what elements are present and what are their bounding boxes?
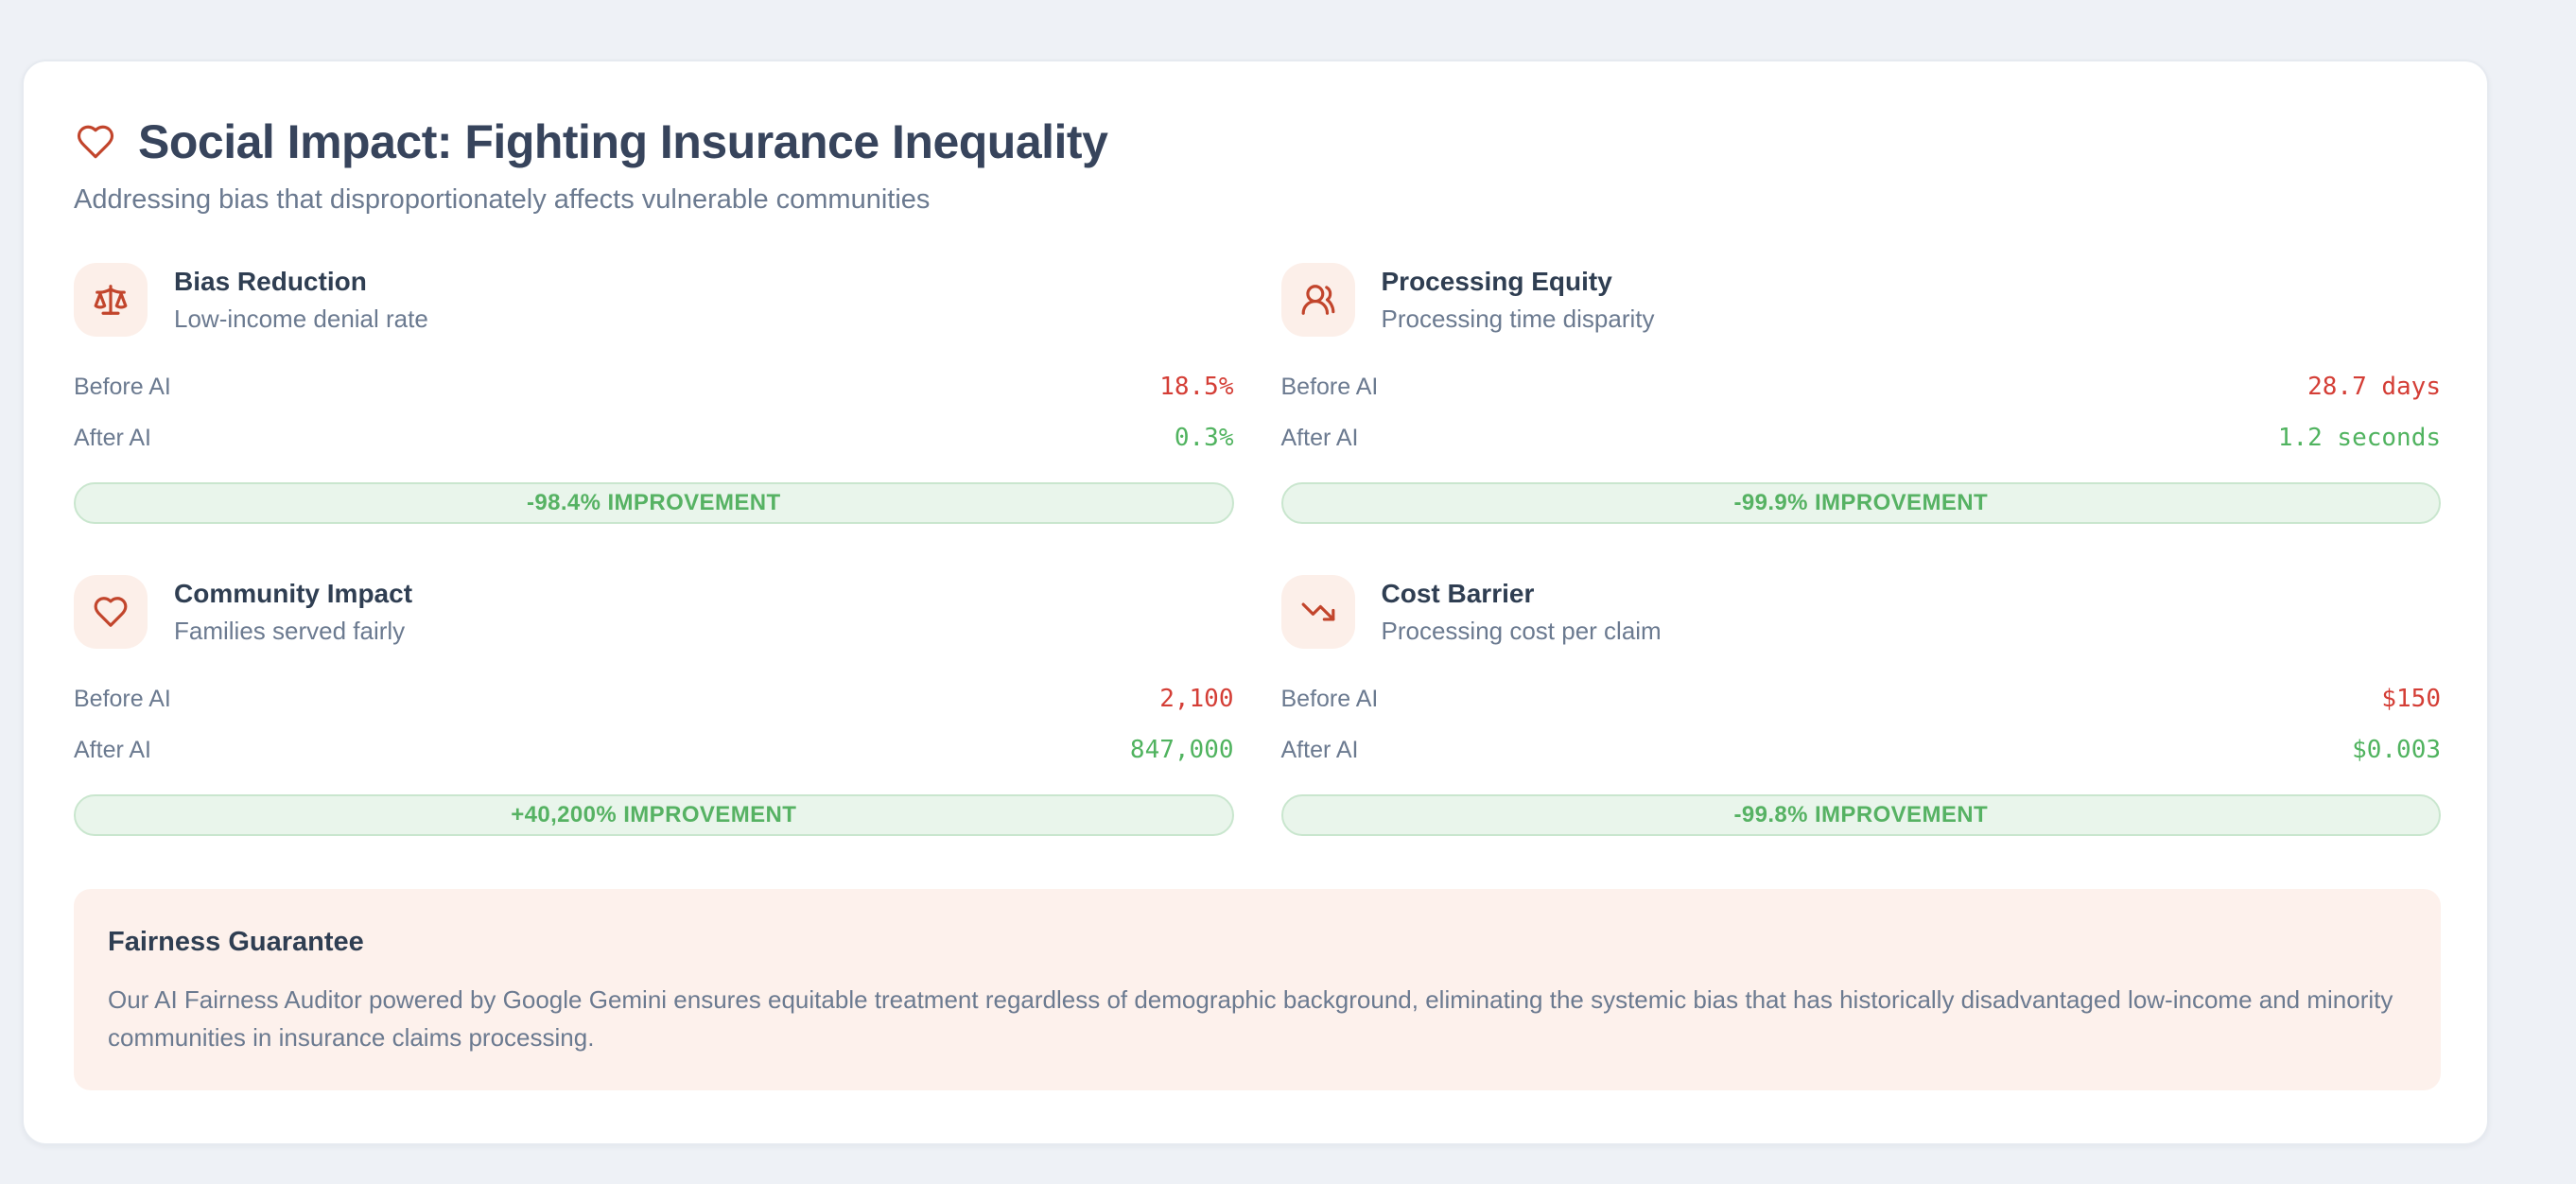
before-ai-label: Before AI — [1280, 685, 1379, 712]
fairness-body: Our AI Fairness Auditor powered by Googl… — [108, 985, 2393, 1052]
fairness-guarantee-panel: Fairness Guarantee Our AI Fairness Audit… — [74, 889, 2441, 1090]
before-ai-value: $150 — [2381, 685, 2441, 713]
before-ai-label: Before AI — [1280, 373, 1379, 400]
after-ai-value: 847,000 — [1129, 736, 1234, 764]
after-ai-label: After AI — [74, 424, 151, 451]
after-ai-value: $0.003 — [2352, 736, 2441, 764]
before-ai-row: Before AI 28.7 days — [1281, 361, 2442, 412]
scale-icon — [74, 263, 148, 337]
before-ai-value: 18.5% — [1159, 373, 1234, 401]
after-ai-row: After AI $0.003 — [1281, 724, 2442, 775]
heart-icon — [74, 575, 148, 649]
social-impact-card: Social Impact: Fighting Insurance Inequa… — [22, 60, 2489, 1145]
metric-subtitle: Families served fairly — [174, 616, 406, 645]
after-ai-value: 1.2 seconds — [2277, 424, 2441, 452]
trending-down-icon — [1280, 575, 1355, 649]
metrics-grid: Bias Reduction Low-income denial rate Be… — [74, 263, 2441, 836]
before-ai-row: Before AI 18.5% — [74, 361, 1234, 412]
before-ai-value: 28.7 days — [2307, 373, 2441, 401]
before-ai-row: Before AI $150 — [1281, 673, 2442, 724]
after-ai-row: After AI 1.2 seconds — [1281, 412, 2442, 463]
improvement-badge: -99.8% IMPROVEMENT — [1280, 794, 2441, 836]
after-ai-label: After AI — [1280, 736, 1359, 763]
metric-subtitle: Processing cost per claim — [1381, 616, 1662, 645]
heart-icon — [74, 122, 117, 162]
metric-bias-reduction: Bias Reduction Low-income denial rate Be… — [74, 263, 1234, 524]
page-title: Social Impact: Fighting Insurance Inequa… — [138, 115, 1108, 168]
metric-community-impact: Community Impact Families served fairly … — [74, 575, 1234, 836]
metric-subtitle: Low-income denial rate — [174, 304, 428, 333]
metric-title: Cost Barrier — [1381, 578, 1535, 608]
after-ai-value: 0.3% — [1174, 424, 1234, 452]
improvement-badge: +40,200% IMPROVEMENT — [74, 794, 1234, 836]
metric-subtitle: Processing time disparity — [1381, 304, 1655, 333]
users-icon — [1280, 263, 1355, 337]
improvement-badge: -99.9% IMPROVEMENT — [1280, 482, 2441, 524]
after-ai-label: After AI — [1280, 424, 1359, 451]
after-ai-row: After AI 847,000 — [74, 724, 1234, 775]
metric-cost-barrier: Cost Barrier Processing cost per claim B… — [1280, 575, 2442, 836]
metric-title: Bias Reduction — [174, 266, 367, 296]
metric-title: Processing Equity — [1381, 266, 1612, 296]
before-ai-label: Before AI — [74, 373, 171, 400]
metric-title: Community Impact — [174, 578, 413, 608]
after-ai-row: After AI 0.3% — [74, 412, 1234, 463]
card-header: Social Impact: Fighting Insurance Inequa… — [74, 114, 2441, 169]
before-ai-row: Before AI 2,100 — [74, 673, 1234, 724]
improvement-badge: -98.4% IMPROVEMENT — [74, 482, 1234, 524]
page-subtitle: Addressing bias that disproportionately … — [74, 184, 931, 215]
after-ai-label: After AI — [74, 736, 151, 763]
before-ai-label: Before AI — [74, 685, 171, 712]
fairness-title: Fairness Guarantee — [108, 927, 364, 957]
before-ai-value: 2,100 — [1159, 685, 1234, 713]
metric-processing-equity: Processing Equity Processing time dispar… — [1280, 263, 2442, 524]
